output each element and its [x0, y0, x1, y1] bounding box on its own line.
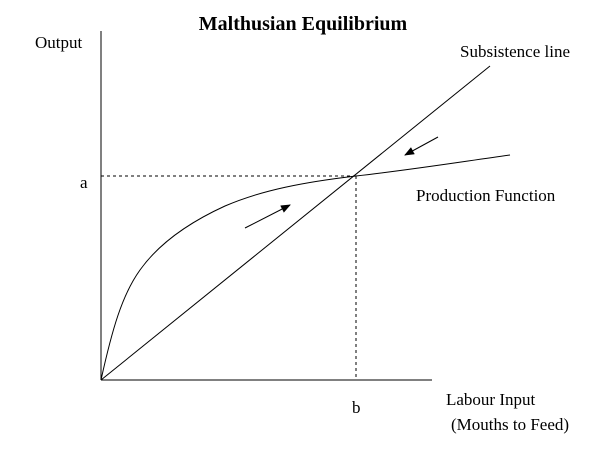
x-axis-label-line1: Labour Input: [446, 390, 536, 409]
diagram-title: Malthusian Equilibrium: [199, 13, 408, 35]
y-axis-label: Output: [35, 33, 83, 52]
subsistence-line-label: Subsistence line: [460, 42, 570, 61]
equilibrium-labour-label: b: [352, 398, 361, 417]
x-axis-label-line2: (Mouths to Feed): [451, 415, 569, 434]
adjustment-arrow-left: [244, 204, 291, 229]
production-function-label: Production Function: [416, 186, 556, 205]
production-function-curve: [100, 154, 511, 381]
equilibrium-output-label: a: [80, 173, 88, 192]
adjustment-arrow-right: [404, 136, 439, 156]
subsistence-line: [100, 65, 491, 381]
